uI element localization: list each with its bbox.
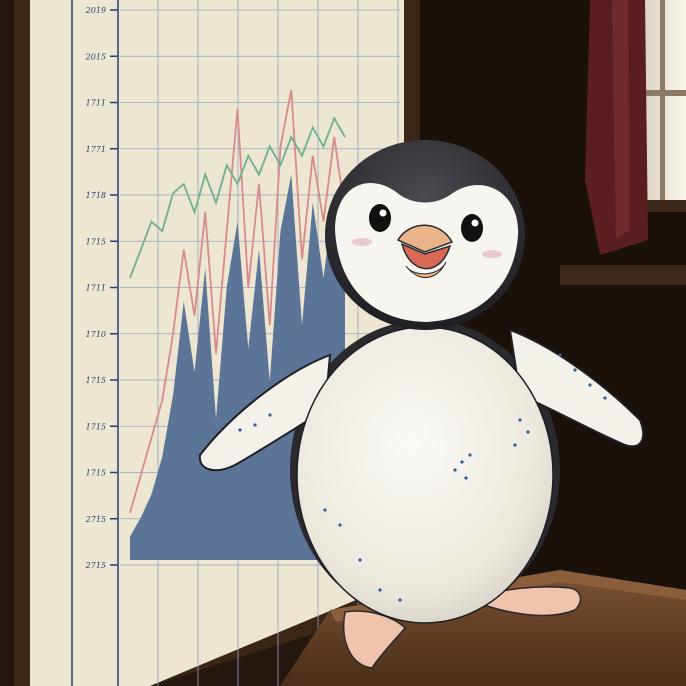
tick-label: 1715 [86, 422, 106, 431]
tick-label: 1715 [86, 469, 106, 478]
speckle [573, 368, 577, 372]
speckle [460, 460, 464, 464]
tick-label: 1710 [86, 330, 106, 339]
penguin-beak-lower [405, 261, 447, 278]
speckle [588, 383, 592, 387]
speckle [464, 476, 468, 480]
penguin-right-eye [461, 214, 483, 242]
speckle [253, 423, 257, 427]
penguin-right-flipper [508, 328, 645, 448]
speckle [398, 598, 402, 602]
tick-label: 2015 [85, 52, 106, 61]
tick-label: 1711 [86, 284, 106, 293]
penguin-beak-upper [396, 224, 454, 253]
tick-label: 1715 [86, 376, 106, 385]
speckle [323, 508, 327, 512]
speckle [468, 453, 472, 457]
penguin-mouth [400, 242, 452, 270]
tick-label: 1771 [86, 145, 106, 154]
curtain-fold [612, 0, 630, 238]
tick-label: 1718 [86, 191, 106, 200]
speckle [238, 428, 242, 432]
tick-label: 2715 [85, 561, 106, 570]
speckle [453, 468, 457, 472]
penguin-left-eye-highlight [379, 209, 387, 217]
speckle [558, 353, 562, 357]
tick-label: 2019 [85, 6, 106, 15]
speckle [526, 430, 530, 434]
penguin [198, 140, 645, 669]
penguin-left-foot [343, 610, 407, 669]
speckle [378, 588, 382, 592]
penguin-left-flipper [198, 353, 332, 472]
chart-ticks: 2019 2015 1711 1771 1718 1715 1711 1710 1715 1715… [85, 6, 118, 570]
wooden-table [280, 570, 686, 686]
speckle [513, 443, 517, 447]
penguin-left-eye [369, 204, 391, 232]
line-series-2 [129, 116, 346, 279]
speckle [518, 418, 522, 422]
speckle [268, 413, 272, 417]
speckle [603, 396, 607, 400]
penguin-left-cheek [352, 238, 372, 246]
window-sill [560, 265, 686, 285]
penguin-right-cheek [482, 250, 502, 258]
penguin-speckles [238, 353, 607, 602]
speckle [338, 523, 342, 527]
speckle [358, 558, 362, 562]
penguin-belly [296, 326, 554, 624]
tick-label: 1715 [86, 237, 106, 246]
line-series-1 [129, 89, 346, 514]
penguin-right-eye-highlight [471, 219, 479, 227]
tick-label: 2715 [85, 515, 106, 524]
tick-label: 1711 [86, 99, 106, 108]
table-edge [330, 570, 686, 622]
